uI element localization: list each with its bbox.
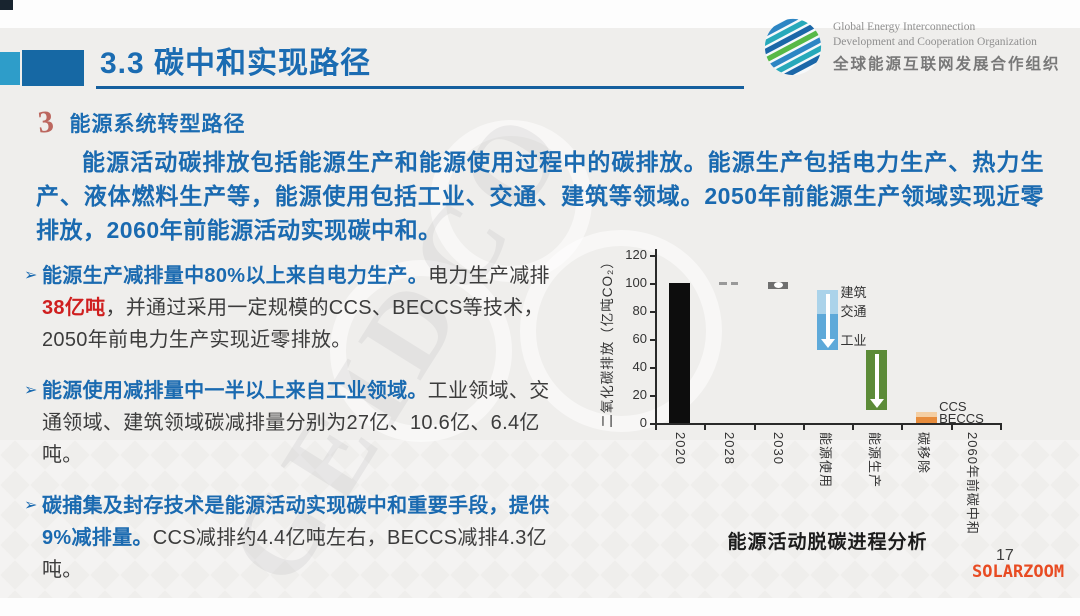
bullet-item-ccs: ➢ 碳捕集及封存技术是能源活动实现碳中和重要手段，提供9%减排量。CCS减排约4… [24, 490, 569, 586]
organization-logo: Global Energy Interconnection Developmen… [762, 16, 1061, 78]
bullet-text: 能源使用减排量中一半以上来自工业领域。工业领域、交通领域、建筑领域碳减排量分别为… [42, 375, 569, 471]
x-axis-label: 2028 [721, 432, 737, 465]
y-tick-label: 40 [632, 359, 647, 374]
bullet-text: 碳捕集及封存技术是能源活动实现碳中和重要手段，提供9%减排量。CCS减排约4.4… [42, 490, 569, 586]
globe-logo-icon [762, 16, 824, 78]
x-tick [901, 423, 904, 430]
chart-annotation: 建筑 [840, 285, 867, 301]
x-tick [852, 423, 855, 430]
decarbonization-waterfall-chart: 二氧化碳排放（亿吨CO₂） 0 20 40 60 80 100 120 建筑 交通 工业 CCS BE… [586, 243, 1020, 565]
bar-arrow-shaft [874, 354, 879, 401]
y-tick-label: 80 [632, 303, 647, 318]
y-tick [650, 255, 655, 257]
bullet-arrow-icon: ➢ [24, 267, 38, 284]
x-tick [655, 423, 657, 430]
bar-arrow-head [820, 339, 835, 349]
chart-caption: 能源活动脱碳进程分析 [727, 532, 928, 553]
bullet-body: 电力生产减排 [428, 265, 550, 287]
diamond-pattern-band [0, 440, 1080, 598]
y-tick [650, 395, 655, 397]
x-axis-label: 2060年前碳中和 [965, 432, 981, 535]
x-tick [1000, 423, 1002, 430]
page-number: 17 [996, 547, 1014, 564]
section-heading: 能源系统转型路径 [69, 113, 246, 136]
bullet-arrow-icon: ➢ [24, 382, 38, 399]
bullet-highlight: 38亿吨 [42, 297, 106, 319]
chart-annotation: BECCS [939, 410, 984, 426]
bullet-item-power: ➢ 能源生产减排量中80%以上来自电力生产。电力生产减排 38亿吨，并通过采用一定… [24, 260, 569, 356]
accent-square-teal [0, 52, 20, 85]
y-tick [650, 339, 655, 341]
y-axis [655, 249, 657, 425]
bullet-lead: 碳捕集及封存技术是能源活动实现碳中和重要手段，提供9%减排量。 [42, 495, 550, 549]
logo-name-cn: 全球能源互联网发展合作组织 [833, 56, 1061, 74]
bullet-lead: 能源使用减排量中一半以上来自工业领域。 [42, 380, 428, 402]
y-tick-label: 0 [639, 415, 647, 430]
bullet-body: 工业领域、交通领域、建筑领域碳减排量分别为27亿、10.6亿、6.4亿吨。 [42, 380, 550, 466]
logo-name-en-line2: Development and Cooperation Organization [833, 35, 1037, 48]
intro-paragraph: 能源活动碳排放包括能源生产和能源使用过程中的碳排放。能源生产包括电力生产、热力生… [36, 149, 1044, 243]
y-tick-label: 20 [632, 387, 647, 402]
title-underline [96, 86, 744, 89]
x-axis-label: 2030 [771, 432, 787, 465]
bar-2030-marker-dot [773, 282, 783, 289]
bullet-body: CCS减排约4.4亿吨左右，BECCS减排4.3亿吨。 [42, 527, 547, 581]
x-tick [950, 423, 953, 430]
chart-annotation: 交通 [840, 303, 867, 319]
bullet-lead: 能源生产减排量中80%以上来自电力生产。 [42, 265, 429, 287]
bullet-arrow-icon: ➢ [24, 497, 38, 514]
bar-arrow-shaft [825, 294, 830, 341]
y-tick-label: 60 [632, 331, 647, 346]
x-tick [704, 423, 707, 430]
y-tick [650, 423, 655, 425]
y-tick [650, 283, 655, 285]
bullet-item-energy-use: ➢ 能源使用减排量中一半以上来自工业领域。工业领域、交通领域、建筑领域碳减排量分… [24, 375, 569, 471]
bar-2020 [669, 283, 691, 423]
bar-2028-dash [718, 281, 727, 285]
x-axis-label: 能源生产 [866, 432, 882, 489]
logo-text: Global Energy Interconnection Developmen… [833, 20, 1061, 75]
y-tick-label: 120 [625, 247, 647, 262]
x-tick [802, 423, 805, 430]
chart-annotation: 工业 [840, 333, 867, 348]
x-axis-label: 碳移除 [916, 432, 932, 475]
solarzoom-watermark: SOLARZOOM [972, 562, 1065, 582]
section-heading-row: 3 能源系统转型路径 [36, 102, 246, 140]
chart-annotation: CCS [939, 398, 967, 414]
x-axis-label: 能源使用 [817, 432, 833, 489]
corner-accent-square [0, 0, 13, 10]
page-title: 3.3 碳中和实现路径 [100, 47, 372, 80]
bullet-body: ，并通过采用一定规模的CCS、BECCS等技术，2050年前电力生产实现近零排放… [42, 297, 544, 351]
bullet-list: ➢ 能源生产减排量中80%以上来自电力生产。电力生产减排 38亿吨，并通过采用一定… [24, 260, 569, 605]
bar-碳移除-segment [915, 411, 937, 418]
chart-plot-area: 0 20 40 60 80 100 120 建筑交通工业 CCS BECCS 2020 2028 203… [586, 243, 1020, 565]
y-tick-label: 100 [625, 275, 647, 290]
y-tick [650, 367, 655, 369]
bullet-text: 能源生产减排量中80%以上来自电力生产。电力生产减排 38亿吨，并通过采用一定规模… [42, 260, 569, 356]
bar-arrow-head [869, 399, 884, 409]
x-axis-label: 2020 [672, 432, 688, 465]
x-axis [655, 423, 1002, 425]
x-tick [753, 423, 756, 430]
bar-2028-dash [730, 281, 738, 285]
bar-碳移除-segment [915, 417, 937, 423]
logo-name-en-line1: Global Energy Interconnection [833, 20, 976, 33]
y-tick [650, 311, 655, 313]
accent-square-blue [22, 50, 84, 86]
section-number: 3 [36, 103, 56, 140]
